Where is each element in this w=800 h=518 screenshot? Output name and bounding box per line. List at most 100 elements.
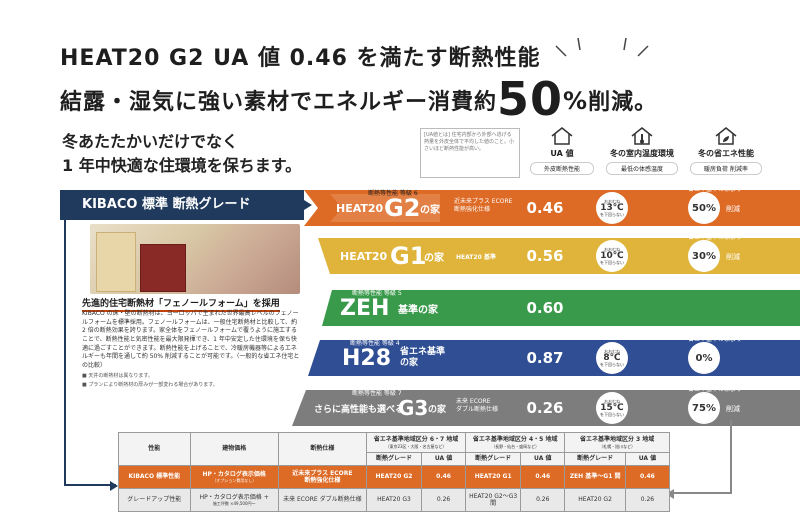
header-region-1: 省エネ基準地域区分 6・7 地域 （東京23区・大阪・名古屋など）: [365, 432, 467, 453]
tier-band: [318, 238, 800, 274]
temperature-value: 15℃: [600, 402, 624, 413]
grade-arrow-icon: [296, 195, 312, 215]
tier-eco-value: 0%: [688, 342, 720, 374]
temperature-note: を下回らない: [600, 211, 624, 217]
header-region-2: 省エネ基準地域区分 4・5 地域 （長野・仙台・盛岡など）: [465, 432, 566, 453]
headline-line2: 結露・湿気に強い素材でエネルギー消費約50%削減。: [60, 72, 657, 126]
cell-grade: HEAT20 G1: [465, 465, 522, 490]
tier-desc-2: ダブル断熱仕様: [456, 406, 499, 414]
headline-line2-post: 削減。: [588, 90, 658, 115]
spec-1: 未来 ECORE ダブル断熱仕様: [283, 496, 362, 504]
price-main: HP・カタログ表示価格 +: [199, 493, 269, 501]
row-spec: 未来 ECORE ダブル断熱仕様: [277, 488, 367, 512]
tier-g2: 断熱等性能 等級 6 HEAT20 G2 の家 近未来プラス ECORE 断熱強化…: [0, 186, 800, 226]
region-title: 省エネ基準地域区分 4・5 地域: [472, 436, 558, 444]
tier-ua-value: 0.56: [526, 247, 564, 265]
tier-suffix: 省エネ基準の家: [400, 347, 446, 368]
tier-desc-2: 断熱強化仕様: [454, 206, 491, 214]
cell-ua: 0.26: [421, 488, 467, 512]
cell-ua: 0.26: [520, 488, 566, 512]
row-name: グレードアップ性能: [118, 488, 191, 512]
subheader-grade: 断熱グレード: [465, 451, 522, 467]
temperature-value: 8℃: [603, 352, 621, 363]
spec-2: 断熱強化仕様: [304, 477, 341, 485]
cell-ua: 0.46: [421, 465, 467, 490]
feature-body: KIBACO の床・壁の断熱材は、ヨーロッパで生まれた世界最高レベルのフェノール…: [82, 310, 302, 389]
cell-ua: 0.46: [520, 465, 566, 490]
feature-text: KIBACO の床・壁の断熱材は、ヨーロッパで生まれた世界最高レベルのフェノール…: [82, 310, 300, 370]
price-main: HP・カタログ表示価格: [202, 470, 266, 478]
tier-caption: 断熱等性能 等級 5: [352, 290, 402, 297]
headline-percent: %: [563, 87, 589, 115]
tier-suffix: の家: [424, 252, 444, 264]
column-caption: 外皮断熱性能: [530, 162, 594, 175]
ua-note-box: [UA値とは] 住宅内部から外部へ逃げる熱量を外皮全体で平均した値のこと。小さい…: [420, 128, 520, 178]
tier-suffix: の家: [428, 404, 447, 415]
kibaco-grade-label: KIBACO 標準 断熱グレード: [60, 190, 304, 220]
cell-grade: HEAT20 G2～G3 間: [465, 488, 522, 512]
subheader-ua: UA 値: [624, 451, 671, 467]
header-price: 建物価格: [189, 431, 279, 467]
tier-band: [322, 290, 800, 326]
temperature-note: を下回らない: [600, 411, 624, 417]
cell-grade: ZEH 基準～G1 間: [564, 465, 626, 490]
tier-suffix: 基準の家: [398, 304, 438, 316]
tier-ua-value: 0.60: [526, 299, 564, 317]
tier-desc-1: 未来 ECORE: [456, 398, 491, 405]
tier-band: [292, 390, 800, 426]
region-sub: （札幌・旭川など）: [599, 443, 636, 449]
cell-ua: 0.26: [624, 488, 671, 512]
row-price: HP・カタログ表示価格 + 施工坪数 ×49,500円～: [189, 488, 279, 512]
arrow-left-icon: [666, 489, 674, 499]
tier-eco-value: 50%: [688, 192, 720, 224]
header-performance: 性能: [118, 431, 191, 467]
tier-desc: 未来 ECORE ダブル断熱仕様: [456, 398, 498, 414]
temperature-note: を下回らない: [600, 361, 624, 367]
tier-caption: 断熱等性能 等級 7: [352, 390, 402, 397]
column-title: UA 値: [550, 149, 574, 158]
headline-big-number: 50: [497, 72, 564, 126]
subheadline-line2: 1 年中快適な住環境を保ちます。: [62, 156, 302, 175]
tier-ua-value: 0.26: [526, 399, 564, 417]
tier-prefix: HEAT20: [336, 201, 384, 215]
tier-temperature: おおむね 15℃ を下回らない: [596, 392, 628, 424]
price-sub: （オプション費用なし）: [212, 478, 257, 484]
tier-prefix: さらに高性能も選べる: [314, 404, 405, 415]
column-caption: 最低の体感温度: [606, 162, 678, 175]
tier-zeh: 断熱等性能 等級 5 ZEH 基準の家 0.60: [0, 290, 800, 326]
tier-desc: 近未来プラス ECORE 断熱強化仕様: [454, 198, 512, 214]
spec-1: 近未来プラス ECORE: [292, 469, 353, 477]
tier-temperature: おおむね 13℃ を下回らない: [596, 192, 628, 224]
cell-ua: 0.46: [624, 465, 671, 490]
emphasis-rays-icon: [555, 37, 649, 57]
tier-g3: 断熱等性能 等級 7 さらに高性能も選べる G3 の家 未来 ECORE ダブル断…: [0, 386, 800, 426]
eco-caption: 省エネ基準の家より: [688, 234, 742, 241]
eco-house-icon: [715, 127, 737, 145]
house-label: おおむね: [604, 348, 620, 354]
eco-caption: 省エネ基準の家より: [688, 386, 742, 393]
column-caption: 暖房負荷 削減率: [690, 162, 762, 175]
temperature-value: 10℃: [600, 250, 624, 261]
house-label: おおむね: [604, 398, 620, 404]
tier-g1: HEAT20 G1 の家 HEAT20 基準 0.56 おおむね 10℃ を下回らな…: [0, 234, 800, 274]
eco-caption: 省エネ基準の家より: [688, 336, 742, 343]
header-spec: 断熱仕様: [277, 431, 367, 467]
table-row: KIBACO 標準性能 HP・カタログ表示価格 （オプション費用なし） 近未来プラ…: [118, 465, 671, 490]
house-thermometer-icon: [631, 127, 653, 145]
insulation-photo: [90, 224, 300, 294]
house-icon: [551, 127, 573, 145]
region-title: 省エネ基準地域区分 6・7 地域: [373, 436, 459, 444]
connector-line-right: [672, 420, 732, 494]
connector-line-left: [64, 218, 116, 486]
headline-line1: HEAT20 G2 UA 値 0.46 を満たす断熱性能: [60, 46, 541, 71]
column-header-eco: 冬の省エネ性能 暖房負荷 削減率: [690, 126, 762, 182]
tier-eco-label: 削減: [726, 253, 740, 261]
spec-comparison-table: 性能 建物価格 断熱仕様 省エネ基準地域区分 6・7 地域 （東京23区・大阪・名…: [118, 431, 671, 512]
subheader-grade: 断熱グレード: [365, 451, 423, 467]
feature-title: 先進的住宅断熱材「フェノールフォーム」を採用: [82, 296, 280, 312]
temperature-note: を下回らない: [600, 259, 624, 265]
cell-grade: HEAT20 G2: [564, 488, 626, 512]
subheader-grade: 断熱グレード: [564, 451, 626, 467]
tier-suffix: の家: [420, 204, 440, 216]
tier-grade: H28: [342, 345, 392, 371]
